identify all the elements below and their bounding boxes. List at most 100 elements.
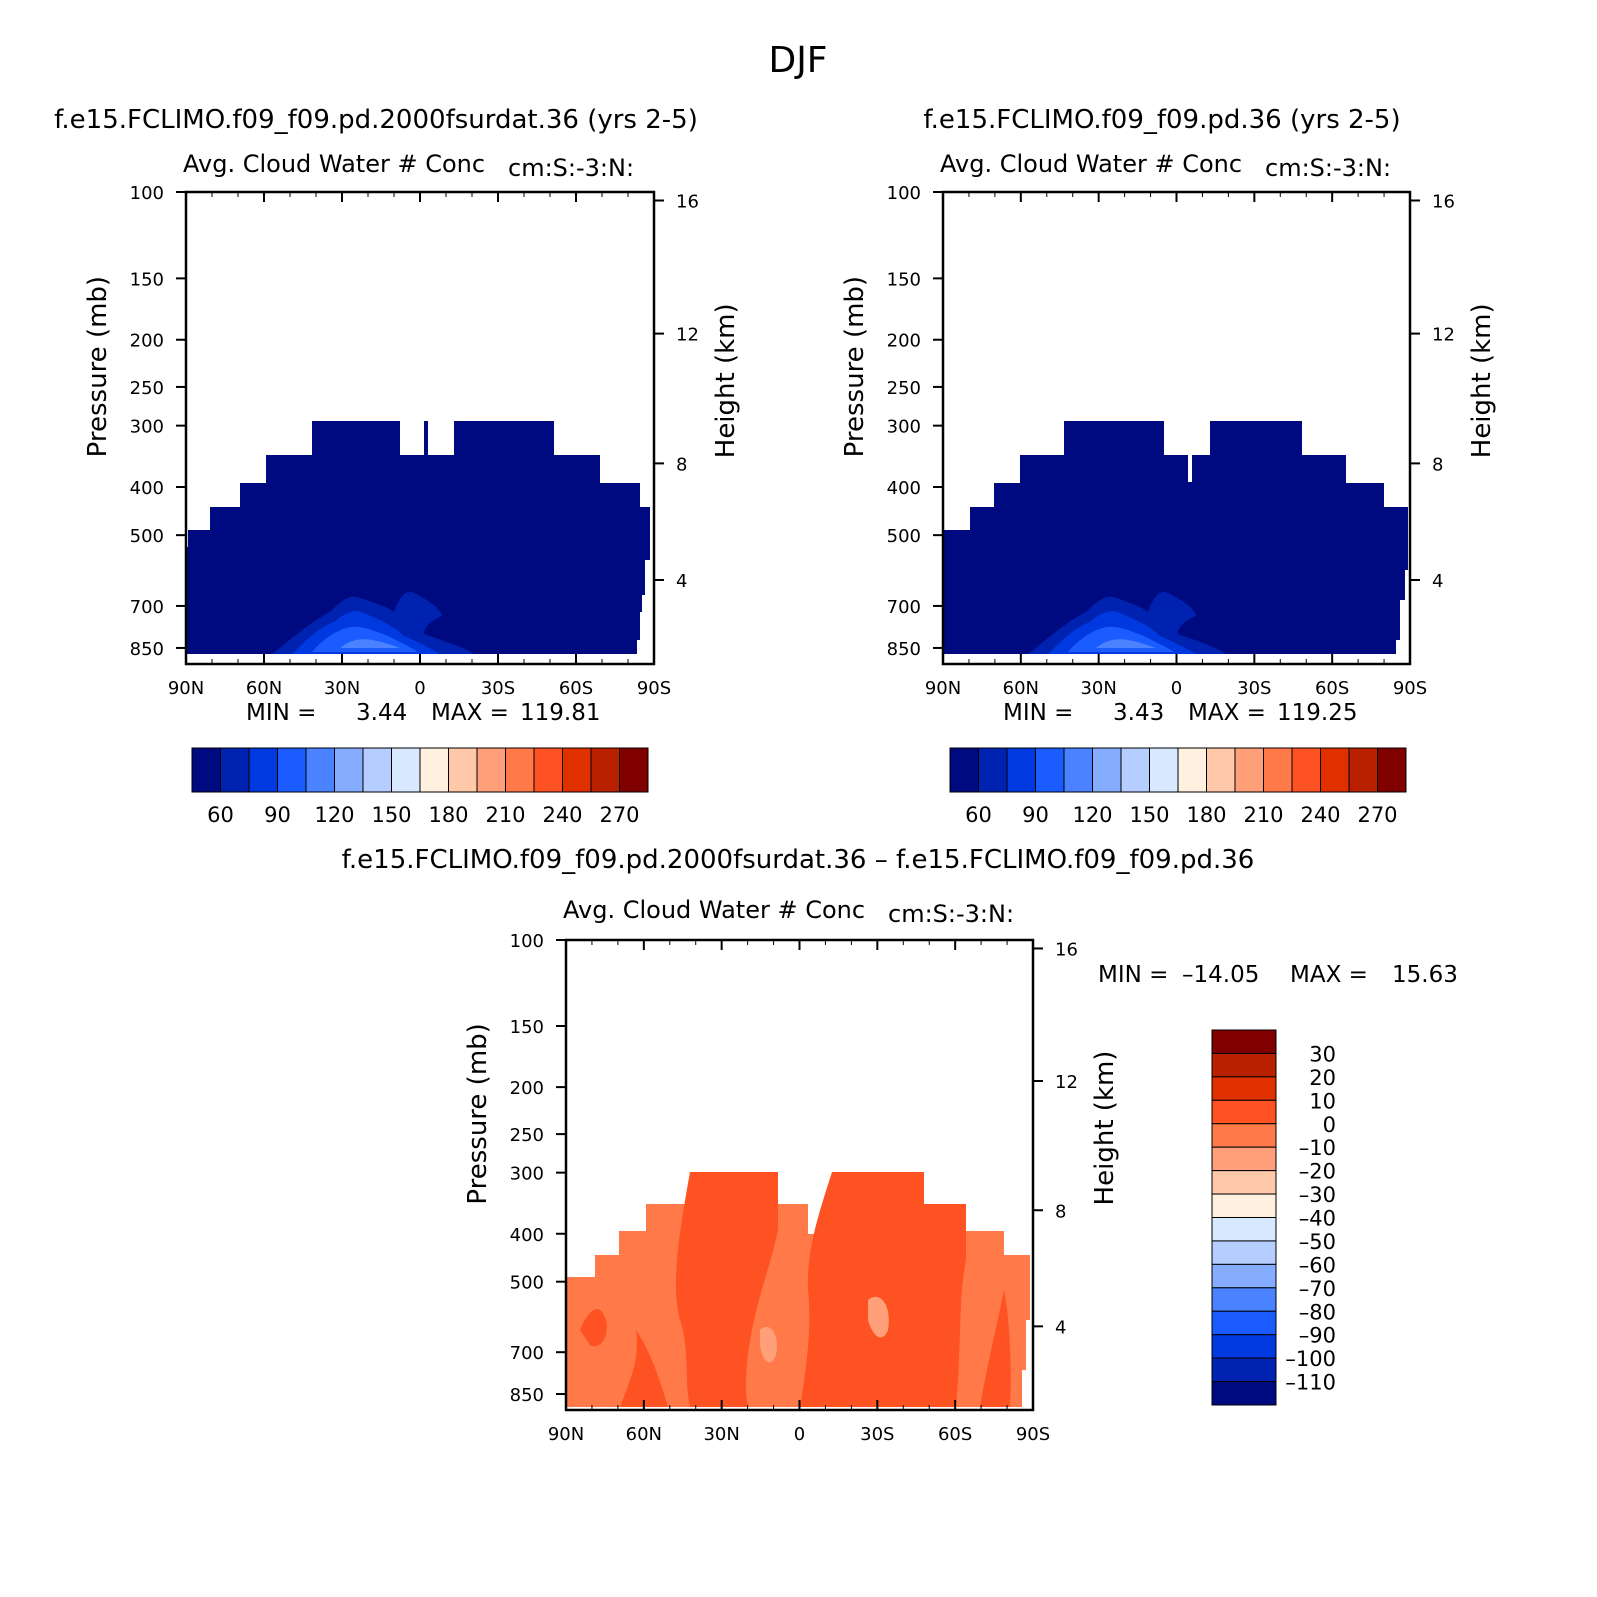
y2-tick-label: 12	[1432, 325, 1455, 346]
y-tick-label: 500	[510, 1273, 544, 1294]
colorbar-label: 0	[1323, 1113, 1336, 1137]
panel-1-title: f.e15.FCLIMO.f09_f09.pd.2000fsurdat.36 (…	[54, 105, 698, 135]
min-label: MIN =	[246, 700, 316, 726]
x-tick-label: 60N	[246, 678, 282, 699]
y2-tick-label: 12	[1055, 1072, 1078, 1093]
colorbar-swatch	[1211, 1263, 1277, 1289]
min-value: –14.05	[1182, 962, 1259, 988]
colorbar-swatch	[1211, 1310, 1277, 1336]
colorbar-label: 120	[314, 803, 354, 827]
panel-1-units: cm:S:-3:N:	[508, 154, 634, 182]
colorbar-label: 30	[1309, 1042, 1336, 1066]
y2-tick-label: 8	[676, 454, 687, 475]
panel-1-field	[186, 421, 650, 654]
x-tick-label: 0	[414, 678, 425, 699]
colorbar-label: –70	[1299, 1277, 1336, 1301]
colorbar-swatch	[391, 747, 421, 793]
y-tick-label: 200	[887, 331, 921, 352]
colorbar-label: 20	[1309, 1066, 1336, 1090]
y-axis-label: Pressure (mb)	[83, 276, 113, 457]
y-tick-label: 100	[887, 183, 921, 204]
y-tick-label: 850	[887, 639, 921, 660]
colorbar-label: 180	[1186, 803, 1226, 827]
y2-tick-label: 8	[1055, 1201, 1066, 1222]
x-tick-label: 30S	[1237, 678, 1271, 699]
colorbar-swatch	[1211, 1146, 1277, 1172]
colorbar-label: –50	[1299, 1230, 1336, 1254]
panel-3-field-zone-7	[868, 1296, 889, 1338]
colorbar-label: 150	[371, 803, 411, 827]
panel-3-title: f.e15.FCLIMO.f09_f09.pd.2000fsurdat.36 –…	[342, 845, 1255, 875]
colorbar-swatch	[978, 747, 1008, 793]
panel-2-field	[943, 421, 1408, 654]
colorbar-swatch	[334, 747, 364, 793]
panel-2-title: f.e15.FCLIMO.f09_f09.pd.36 (yrs 2-5)	[923, 105, 1400, 135]
y-tick-label: 700	[130, 597, 164, 618]
colorbar-swatch	[505, 747, 535, 793]
y-tick-label: 300	[887, 417, 921, 438]
y-tick-label: 150	[130, 269, 164, 290]
y2-axis-label: Height (km)	[1090, 1051, 1120, 1206]
colorbar-swatch	[1211, 1381, 1277, 1406]
panel-3-units: cm:S:-3:N:	[888, 900, 1014, 928]
y-tick-label: 500	[130, 526, 164, 547]
x-tick-label: 60S	[1315, 678, 1349, 699]
colorbar-label: 210	[485, 803, 525, 827]
colorbar-label: –30	[1299, 1183, 1336, 1207]
colorbar-swatch	[1211, 1357, 1277, 1383]
colorbar-swatch	[1149, 747, 1179, 793]
x-tick-label: 30N	[324, 678, 360, 699]
x-tick-label: 60S	[559, 678, 593, 699]
y-tick-label: 150	[887, 269, 921, 290]
x-tick-label: 30S	[481, 678, 515, 699]
panel-3-field-zone-1	[675, 1172, 778, 1407]
colorbar-label: 90	[264, 803, 291, 827]
colorbar-swatch	[619, 747, 649, 793]
y-tick-label: 500	[887, 526, 921, 547]
x-tick-label: 0	[1171, 678, 1182, 699]
panel-3: f.e15.FCLIMO.f09_f09.pd.2000fsurdat.36 –…	[342, 845, 1255, 1407]
max-value: 119.25	[1277, 700, 1357, 726]
min-value: 3.44	[356, 700, 407, 726]
panel-3-field-zone-5	[980, 1290, 1011, 1407]
colorbar-swatch	[277, 747, 307, 793]
panel-1-field-blob-4	[340, 639, 400, 648]
panel-3-field-zone-3	[620, 1330, 668, 1407]
y-tick-label: 850	[510, 1385, 544, 1406]
y-tick-label: 400	[887, 478, 921, 499]
colorbar-label: –80	[1299, 1300, 1336, 1324]
colorbar-swatch	[1063, 747, 1093, 793]
colorbar-swatch	[419, 747, 449, 793]
colorbar-label: 10	[1309, 1089, 1336, 1113]
panel-3-axes: 90N 60N 30N 0 30S 60S 90S100150200250300400500…	[463, 931, 1458, 1445]
colorbar-swatch	[949, 747, 979, 793]
colorbar-label: 180	[428, 803, 468, 827]
panel-3-field	[566, 1172, 1030, 1407]
min-label: MIN =	[1003, 700, 1073, 726]
max-label: MAX =	[1290, 962, 1368, 988]
y-tick-label: 850	[130, 639, 164, 660]
colorbar-swatch	[362, 747, 392, 793]
x-tick-label: 30N	[703, 1424, 739, 1445]
colorbar-swatch	[1211, 1123, 1277, 1148]
y2-tick-label: 16	[1432, 191, 1455, 212]
x-tick-label: 90S	[1393, 678, 1427, 699]
x-tick-label: 0	[794, 1424, 805, 1445]
colorbar-label: 240	[1300, 803, 1340, 827]
colorbar-swatch	[1211, 1287, 1277, 1312]
colorbar-swatch	[220, 747, 250, 793]
panel-3-subtitle: Avg. Cloud Water # Conc	[563, 896, 865, 924]
x-tick-label: 90S	[637, 678, 671, 699]
colorbar-swatch	[1006, 747, 1036, 793]
y-tick-label: 400	[130, 478, 164, 499]
colorbar-swatch	[533, 747, 563, 793]
panel-2-colorbar: 60 90 120 150 180 210 240 270	[949, 747, 1407, 827]
colorbar-swatch	[1263, 747, 1293, 793]
colorbar-label: –40	[1299, 1207, 1336, 1231]
y2-tick-label: 12	[676, 325, 699, 346]
panel-3-field-zone-4	[580, 1309, 607, 1347]
colorbar-swatch	[1211, 1217, 1277, 1242]
x-tick-label: 90N	[925, 678, 961, 699]
colorbar-swatch	[1177, 747, 1207, 793]
